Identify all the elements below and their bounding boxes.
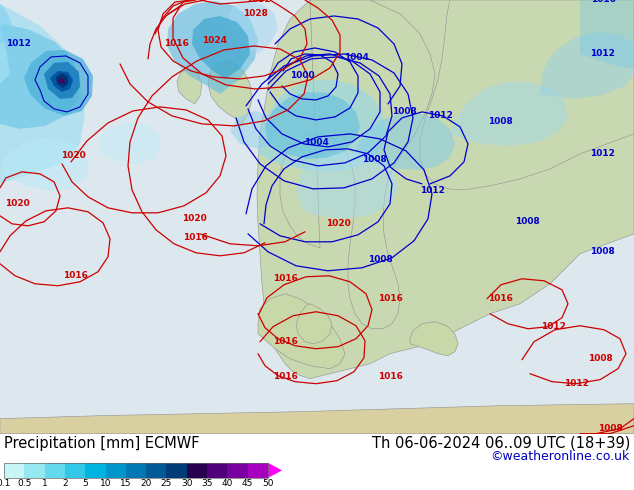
Text: 25: 25	[161, 479, 172, 489]
Text: 0.1: 0.1	[0, 479, 11, 489]
Text: 1008: 1008	[368, 255, 392, 264]
Polygon shape	[24, 50, 93, 116]
Text: 1004: 1004	[304, 138, 328, 147]
Text: 50: 50	[262, 479, 274, 489]
Text: 1008: 1008	[488, 118, 512, 126]
Polygon shape	[0, 24, 10, 84]
Polygon shape	[0, 4, 12, 44]
Text: 1016: 1016	[273, 337, 297, 346]
Bar	[65, 463, 85, 478]
Text: 1012: 1012	[420, 186, 444, 196]
Text: 40: 40	[222, 479, 233, 489]
Text: 1008: 1008	[515, 218, 540, 226]
Text: 1008: 1008	[392, 107, 417, 117]
Polygon shape	[265, 92, 360, 159]
Bar	[85, 463, 105, 478]
Text: 1012: 1012	[6, 40, 30, 49]
Polygon shape	[58, 78, 65, 84]
Text: 1012: 1012	[541, 322, 566, 331]
Text: 1016: 1016	[378, 372, 403, 381]
Polygon shape	[280, 0, 435, 329]
Bar	[4, 463, 268, 478]
Text: 1016: 1016	[63, 271, 87, 280]
Text: 0.5: 0.5	[17, 479, 32, 489]
Bar	[44, 463, 65, 478]
Bar	[146, 463, 167, 478]
Polygon shape	[0, 138, 89, 191]
Text: 1: 1	[42, 479, 48, 489]
Bar	[228, 463, 248, 478]
Bar	[187, 463, 207, 478]
Text: 1016: 1016	[590, 0, 616, 3]
Polygon shape	[0, 4, 85, 184]
Polygon shape	[98, 122, 162, 164]
Text: 1024: 1024	[202, 36, 228, 46]
Polygon shape	[257, 0, 634, 379]
Polygon shape	[258, 294, 345, 368]
Text: 10: 10	[100, 479, 112, 489]
Polygon shape	[177, 69, 202, 104]
Text: 5: 5	[82, 479, 88, 489]
Polygon shape	[228, 1, 278, 54]
Text: 1016: 1016	[183, 233, 207, 243]
Bar	[207, 463, 228, 478]
Text: 1020: 1020	[326, 220, 351, 228]
Polygon shape	[410, 322, 458, 356]
Text: 1016: 1016	[488, 294, 512, 303]
Polygon shape	[355, 114, 455, 170]
Text: 1028: 1028	[243, 9, 268, 19]
Text: 1016: 1016	[164, 40, 188, 49]
Text: ©weatheronline.co.uk: ©weatheronline.co.uk	[491, 450, 630, 463]
Text: 1020: 1020	[181, 214, 207, 223]
Polygon shape	[258, 80, 386, 172]
Bar	[105, 463, 126, 478]
Polygon shape	[50, 71, 73, 92]
Polygon shape	[450, 82, 568, 146]
Text: 1004: 1004	[344, 53, 368, 62]
Polygon shape	[0, 404, 634, 434]
Polygon shape	[56, 73, 68, 88]
Bar	[167, 463, 187, 478]
Text: 20: 20	[141, 479, 152, 489]
Text: 2: 2	[62, 479, 68, 489]
Text: 1012: 1012	[564, 379, 588, 388]
Polygon shape	[296, 152, 398, 219]
Polygon shape	[420, 0, 634, 190]
Text: Th 06-06-2024 06..09 UTC (18+39): Th 06-06-2024 06..09 UTC (18+39)	[372, 436, 630, 451]
Text: 30: 30	[181, 479, 193, 489]
Polygon shape	[580, 0, 634, 69]
Bar	[126, 463, 146, 478]
Text: 1008: 1008	[361, 155, 386, 164]
Text: 1012: 1012	[590, 149, 614, 158]
Polygon shape	[192, 16, 250, 79]
Polygon shape	[167, 1, 258, 94]
Text: 1008: 1008	[588, 354, 612, 363]
Polygon shape	[208, 61, 252, 124]
Text: 1016: 1016	[273, 274, 297, 283]
Text: 1016: 1016	[273, 372, 297, 381]
Text: 1008: 1008	[590, 247, 614, 256]
Text: 35: 35	[202, 479, 213, 489]
Text: 1000: 1000	[290, 72, 314, 80]
Polygon shape	[0, 24, 80, 129]
Text: 1012: 1012	[590, 49, 614, 58]
Text: 1012: 1012	[427, 111, 453, 121]
Text: 1032: 1032	[245, 0, 271, 4]
Bar	[248, 463, 268, 478]
Text: 1020: 1020	[4, 199, 29, 208]
Polygon shape	[296, 304, 332, 343]
Polygon shape	[540, 32, 634, 99]
Bar	[4, 463, 24, 478]
Text: 45: 45	[242, 479, 254, 489]
Text: 1020: 1020	[61, 151, 86, 160]
Polygon shape	[230, 111, 278, 149]
Text: 1008: 1008	[598, 424, 623, 433]
Polygon shape	[268, 463, 282, 478]
Bar	[24, 463, 44, 478]
Polygon shape	[44, 62, 80, 99]
Text: Precipitation [mm] ECMWF: Precipitation [mm] ECMWF	[4, 436, 200, 451]
Text: 15: 15	[120, 479, 132, 489]
Text: 1016: 1016	[378, 294, 403, 303]
